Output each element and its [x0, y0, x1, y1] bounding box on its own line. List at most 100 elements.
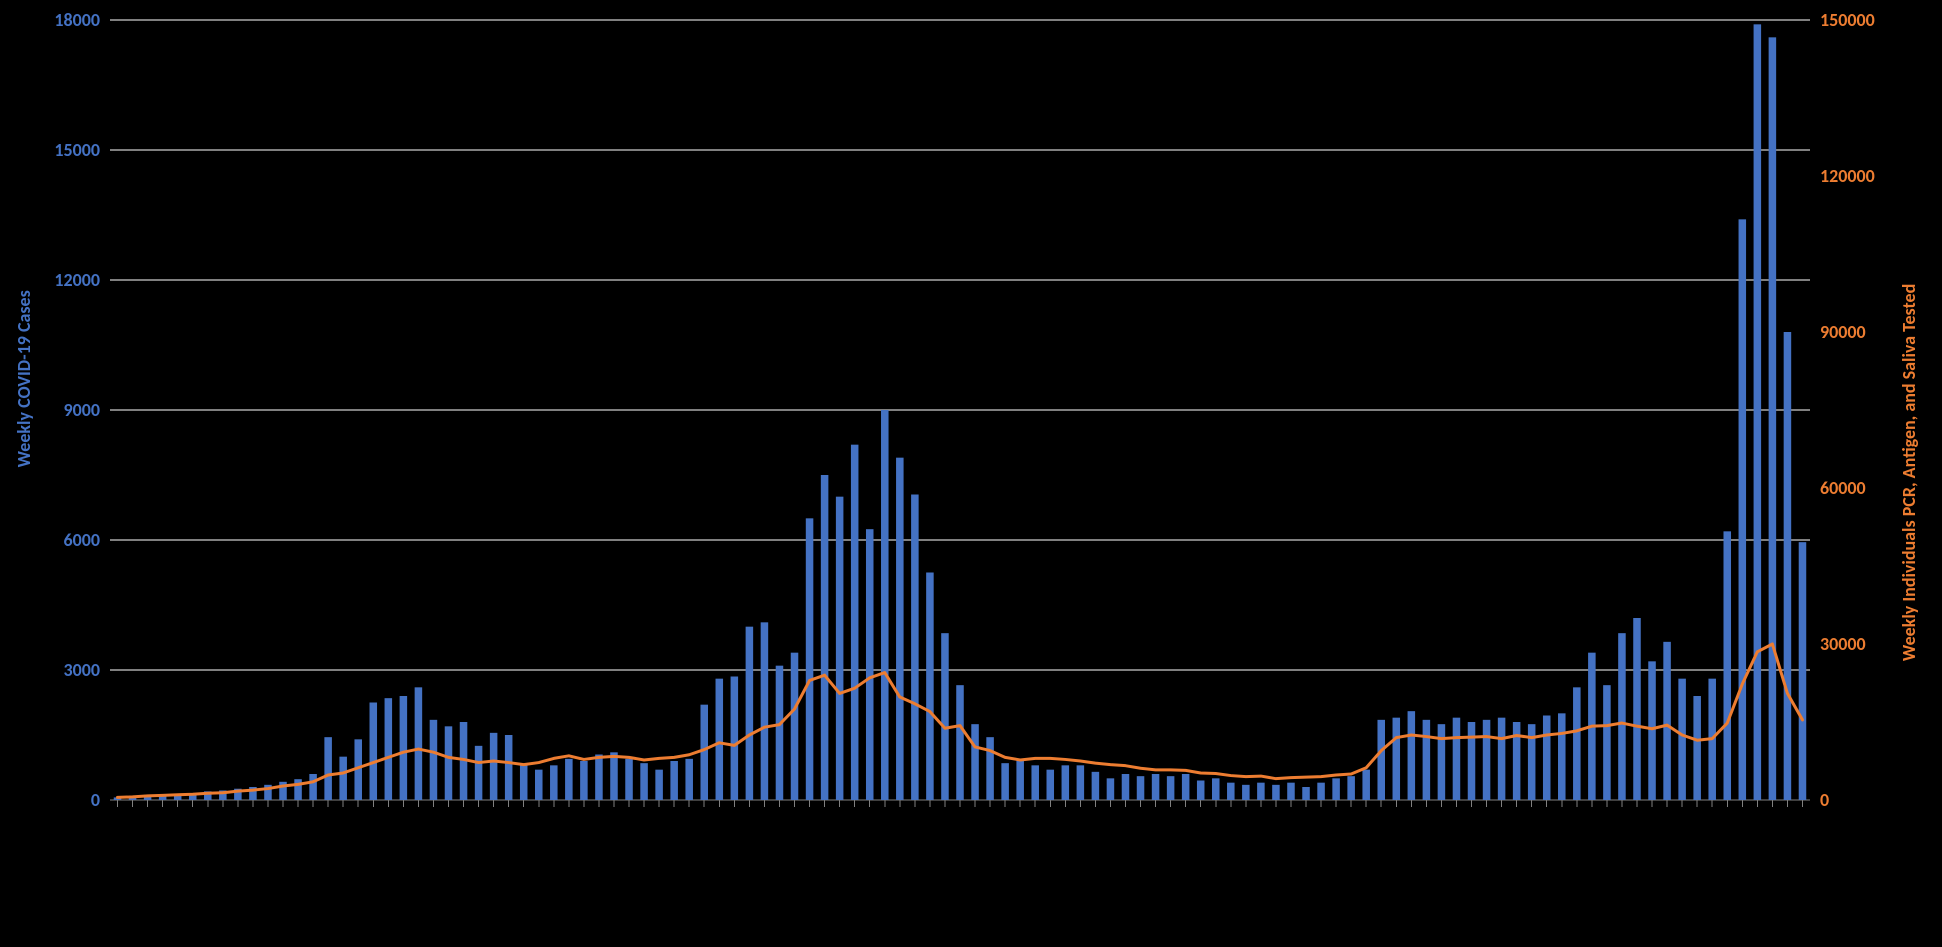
cases-bar	[580, 761, 588, 800]
cases-bar	[1062, 765, 1070, 800]
cases-bar	[881, 410, 889, 800]
cases-bar	[550, 765, 558, 800]
cases-bar	[370, 703, 378, 801]
cases-bar	[1723, 531, 1731, 800]
y-left-tick: 6000	[64, 529, 101, 551]
cases-bar	[956, 685, 964, 800]
cases-bar	[1077, 765, 1085, 800]
cases-bar	[640, 763, 648, 800]
y-right-tick: 30000	[1820, 633, 1866, 655]
cases-bar	[1468, 722, 1476, 800]
cases-bar	[1784, 332, 1792, 800]
cases-bar	[1107, 778, 1115, 800]
y-right-tick: 0	[1820, 789, 1829, 811]
cases-bar	[761, 622, 769, 800]
cases-bar	[294, 779, 302, 800]
cases-bar	[700, 705, 708, 800]
cases-bar	[1302, 787, 1310, 800]
cases-bar	[986, 737, 994, 800]
cases-bar	[445, 726, 453, 800]
cases-bar	[1603, 685, 1611, 800]
cases-bar	[1227, 783, 1235, 800]
cases-bar	[1438, 724, 1446, 800]
cases-bar	[731, 677, 739, 801]
cases-bar	[1001, 763, 1009, 800]
cases-bar	[1182, 774, 1190, 800]
cases-bar	[806, 518, 814, 800]
cases-bar	[535, 770, 543, 800]
cases-bar	[1272, 785, 1280, 800]
cases-bar	[1573, 687, 1581, 800]
cases-bar	[1332, 778, 1340, 800]
cases-bar	[1453, 718, 1461, 800]
cases-bar	[821, 475, 829, 800]
cases-bar	[520, 765, 528, 800]
cases-bar	[1257, 783, 1265, 800]
y-left-tick: 15000	[54, 139, 100, 161]
y-right-tick: 90000	[1820, 321, 1866, 343]
cases-bar	[1167, 776, 1175, 800]
cases-bar	[1408, 711, 1416, 800]
cases-bar	[1769, 37, 1777, 800]
cases-bar	[1558, 713, 1566, 800]
cases-bar	[746, 627, 754, 800]
cases-bar	[475, 746, 483, 800]
cases-bar	[866, 529, 874, 800]
cases-bar	[716, 679, 724, 800]
cases-bar	[385, 698, 393, 800]
covid-cases-testing-chart: 0 3000 6000 9000 12000 15000 18000 0 30000 60000 9…	[0, 0, 1942, 947]
cases-bar	[1137, 776, 1145, 800]
cases-bar	[1242, 785, 1250, 800]
cases-bar	[1678, 679, 1686, 800]
y-right-tick: 150000	[1820, 9, 1875, 31]
cases-bar	[1498, 718, 1506, 800]
cases-bar	[1633, 618, 1641, 800]
cases-bar	[625, 759, 633, 800]
cases-bar	[1317, 783, 1325, 800]
cases-bar	[1122, 774, 1130, 800]
cases-bar	[670, 761, 678, 800]
cases-bar	[1197, 781, 1205, 801]
cases-bar	[1393, 718, 1401, 800]
cases-bar	[565, 759, 573, 800]
chart-svg: 0 3000 6000 9000 12000 15000 18000 0 30000 60000 9…	[0, 0, 1942, 947]
y-right-tick: 60000	[1820, 477, 1866, 499]
cases-bar	[1693, 696, 1701, 800]
cases-bar	[610, 752, 618, 800]
cases-bar	[851, 445, 859, 800]
y-right-label: Weekly Individuals PCR, Antigen, and Sal…	[1898, 284, 1920, 661]
cases-bar	[430, 720, 438, 800]
cases-bar	[685, 759, 693, 800]
cases-bar	[1092, 772, 1100, 800]
cases-bar	[896, 458, 904, 800]
cases-bar	[971, 724, 979, 800]
cases-bar	[941, 633, 949, 800]
cases-bar	[791, 653, 799, 800]
cases-bar	[1543, 716, 1551, 801]
cases-bar	[490, 733, 498, 800]
y-left-tick: 0	[91, 789, 100, 811]
cases-bar	[415, 687, 423, 800]
cases-bar	[1618, 633, 1626, 800]
y-left-tick: 18000	[54, 9, 100, 31]
cases-bar	[339, 757, 347, 800]
cases-bar	[776, 666, 784, 800]
cases-bar	[1528, 724, 1536, 800]
cases-bar	[1362, 770, 1370, 800]
cases-bar	[1423, 720, 1431, 800]
cases-bar	[505, 735, 513, 800]
cases-bar	[836, 497, 844, 800]
cases-bar	[1739, 219, 1747, 800]
cases-bar	[1031, 765, 1039, 800]
cases-bar	[1377, 720, 1385, 800]
y-left-tick: 9000	[64, 399, 101, 421]
cases-bar	[324, 737, 332, 800]
cases-bar	[655, 770, 663, 800]
cases-bar	[1152, 774, 1160, 800]
y-right-tick: 120000	[1820, 165, 1875, 187]
cases-bar	[926, 573, 934, 801]
y-left-tick: 12000	[54, 269, 100, 291]
y-left-tick: 3000	[64, 659, 101, 681]
cases-bar	[1287, 783, 1295, 800]
y-left-label: Weekly COVID-19 Cases	[13, 290, 35, 467]
